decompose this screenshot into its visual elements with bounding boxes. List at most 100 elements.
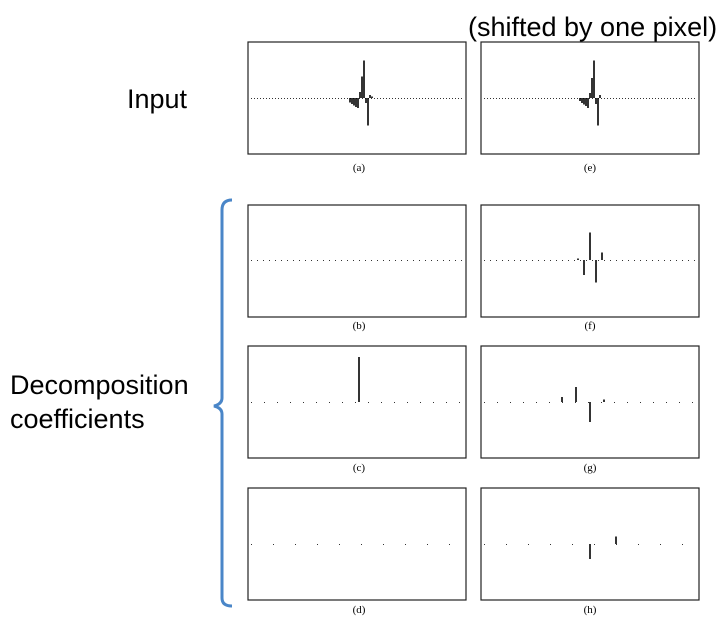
panel-frame <box>247 345 467 459</box>
baseline-dot <box>646 98 647 99</box>
baseline-dot <box>497 402 498 403</box>
baseline-dot <box>401 260 402 261</box>
baseline-dot <box>628 98 629 99</box>
baseline-dot <box>666 402 667 403</box>
baseline-dot <box>661 98 662 99</box>
baseline-dot <box>395 98 396 99</box>
baseline-dot <box>568 98 569 99</box>
baseline-dot <box>653 402 654 403</box>
baseline-dot <box>523 98 524 99</box>
baseline-dot <box>556 260 557 261</box>
baseline-dot <box>254 98 255 99</box>
baseline-dot <box>317 98 318 99</box>
baseline-dot <box>658 260 659 261</box>
panel-h <box>480 487 700 601</box>
baseline-dot <box>437 260 438 261</box>
baseline-dot <box>562 402 563 403</box>
baseline-dot <box>634 98 635 99</box>
baseline-dot <box>535 98 536 99</box>
baseline-dot <box>434 98 435 99</box>
baseline-dot <box>508 98 509 99</box>
panel-frame <box>247 487 467 601</box>
baseline-dot <box>290 402 291 403</box>
baseline-dot <box>685 98 686 99</box>
baseline-dot <box>251 260 252 261</box>
baseline-dot <box>278 98 279 99</box>
baseline-dot <box>326 98 327 99</box>
baseline-dot <box>295 544 296 545</box>
baseline-dot <box>628 260 629 261</box>
panel-caption-g: (g) <box>583 462 597 474</box>
baseline-dot <box>305 98 306 99</box>
baseline-dot <box>431 98 432 99</box>
baseline-dot <box>682 98 683 99</box>
baseline-dot <box>287 98 288 99</box>
baseline-dot <box>264 402 265 403</box>
baseline-dot <box>588 402 589 403</box>
baseline-dot <box>404 98 405 99</box>
baseline-dot <box>272 98 273 99</box>
baseline-dot <box>428 98 429 99</box>
baseline-dot <box>506 544 507 545</box>
baseline-dot <box>296 98 297 99</box>
baseline-dot <box>571 98 572 99</box>
baseline-dot <box>619 98 620 99</box>
baseline-dot <box>251 98 252 99</box>
baseline-dot <box>269 260 270 261</box>
baseline-dot <box>574 98 575 99</box>
baseline-dot <box>383 98 384 99</box>
baseline-dot <box>526 98 527 99</box>
baseline-dot <box>440 98 441 99</box>
baseline-dot <box>604 260 605 261</box>
baseline-dot <box>536 402 537 403</box>
baseline-dot <box>508 260 509 261</box>
baseline-dot <box>502 98 503 99</box>
baseline-dot <box>257 98 258 99</box>
baseline-dot <box>394 402 395 403</box>
baseline-dot <box>550 98 551 99</box>
baseline-dot <box>275 98 276 99</box>
baseline-dot <box>323 98 324 99</box>
baseline-dot <box>389 260 390 261</box>
panel-caption-h: (h) <box>583 604 597 616</box>
baseline-dot <box>323 260 324 261</box>
baseline-dot <box>679 98 680 99</box>
baseline-dot <box>694 260 695 261</box>
baseline-dot <box>251 402 252 403</box>
baseline-dot <box>341 98 342 99</box>
baseline-dot <box>565 98 566 99</box>
baseline-dot <box>547 98 548 99</box>
baseline-dot <box>660 544 661 545</box>
baseline-dot <box>627 402 628 403</box>
baseline-dot <box>281 260 282 261</box>
baseline-dot <box>461 98 462 99</box>
panel-caption-b: (b) <box>352 320 366 332</box>
baseline-dot <box>413 98 414 99</box>
baseline-dot <box>449 260 450 261</box>
baseline-dot <box>449 98 450 99</box>
baseline-dot <box>335 98 336 99</box>
baseline-dot <box>266 98 267 99</box>
panel-caption-a: (a) <box>352 162 366 174</box>
baseline-dot <box>374 98 375 99</box>
baseline-dot <box>514 98 515 99</box>
panel-e <box>480 41 700 155</box>
baseline-dot <box>577 98 578 99</box>
baseline-dot <box>673 98 674 99</box>
baseline-dot <box>355 402 356 403</box>
baseline-dot <box>616 260 617 261</box>
baseline-dot <box>260 98 261 99</box>
baseline-dot <box>526 260 527 261</box>
baseline-dot <box>263 98 264 99</box>
baseline-dot <box>484 260 485 261</box>
baseline-dot <box>401 98 402 99</box>
baseline-dot <box>550 544 551 545</box>
baseline-dot <box>586 260 587 261</box>
baseline-dot <box>362 98 363 99</box>
baseline-dot <box>568 260 569 261</box>
baseline-dot <box>427 544 428 545</box>
baseline-dot <box>302 98 303 99</box>
baseline-dot <box>622 98 623 99</box>
baseline-dot <box>616 98 617 99</box>
